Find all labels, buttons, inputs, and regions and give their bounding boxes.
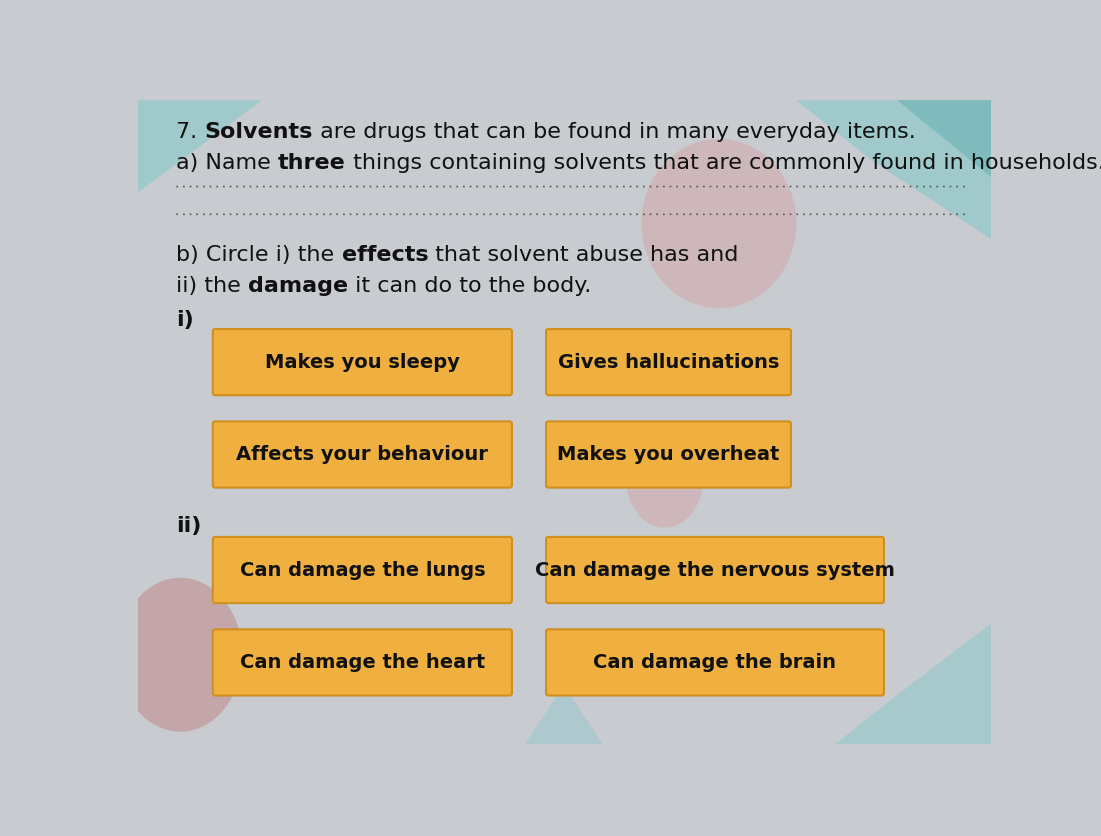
Text: ii) the: ii) the — [176, 276, 248, 296]
FancyBboxPatch shape — [546, 329, 791, 395]
FancyBboxPatch shape — [212, 421, 512, 487]
Text: Affects your behaviour: Affects your behaviour — [237, 445, 489, 464]
FancyBboxPatch shape — [546, 630, 884, 696]
Ellipse shape — [118, 578, 242, 732]
Polygon shape — [897, 100, 991, 177]
Text: three: three — [279, 153, 346, 173]
Ellipse shape — [625, 427, 704, 528]
Text: a) Name: a) Name — [176, 153, 279, 173]
Text: Makes you overheat: Makes you overheat — [557, 445, 780, 464]
FancyBboxPatch shape — [212, 329, 512, 395]
Text: Gives hallucinations: Gives hallucinations — [558, 353, 780, 372]
Text: Solvents: Solvents — [205, 122, 313, 142]
FancyBboxPatch shape — [546, 421, 791, 487]
Text: ii): ii) — [176, 516, 201, 536]
Text: damage: damage — [248, 276, 348, 296]
Polygon shape — [796, 100, 991, 239]
FancyBboxPatch shape — [546, 537, 884, 603]
Text: that solvent abuse has and: that solvent abuse has and — [428, 245, 739, 265]
FancyBboxPatch shape — [212, 630, 512, 696]
Text: things containing solvents that are commonly found in households.: things containing solvents that are comm… — [346, 153, 1101, 173]
Polygon shape — [138, 100, 262, 193]
Text: 7.: 7. — [176, 122, 205, 142]
Text: i): i) — [176, 310, 194, 329]
Text: are drugs that can be found in many everyday items.: are drugs that can be found in many ever… — [313, 122, 916, 142]
Ellipse shape — [642, 139, 796, 308]
Text: Can damage the lungs: Can damage the lungs — [240, 560, 486, 579]
Text: Can damage the heart: Can damage the heart — [240, 653, 486, 672]
Text: b) Circle i) the: b) Circle i) the — [176, 245, 341, 265]
Polygon shape — [525, 686, 602, 744]
Text: it can do to the body.: it can do to the body. — [348, 276, 591, 296]
Text: Makes you sleepy: Makes you sleepy — [265, 353, 460, 372]
Polygon shape — [836, 624, 991, 744]
FancyBboxPatch shape — [212, 537, 512, 603]
Text: effects: effects — [341, 245, 428, 265]
Text: Can damage the brain: Can damage the brain — [593, 653, 837, 672]
Text: Can damage the nervous system: Can damage the nervous system — [535, 560, 895, 579]
